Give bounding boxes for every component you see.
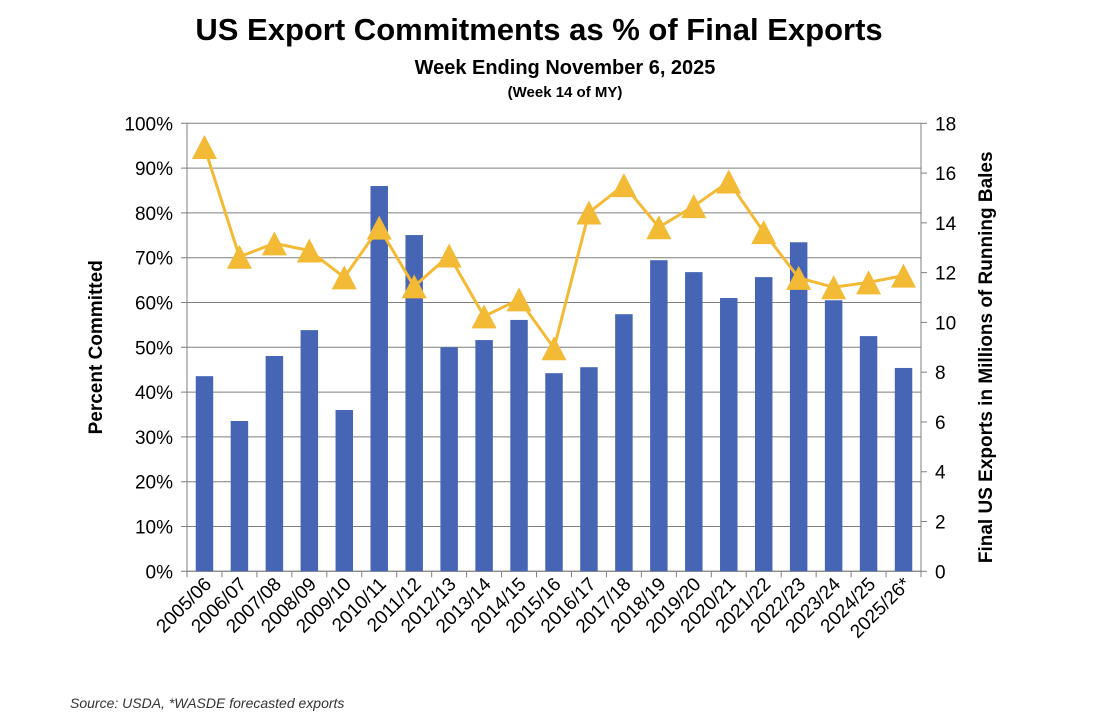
triangle-marker-2017/18 <box>611 173 637 198</box>
triangle-marker-2022/23 <box>786 265 812 290</box>
triangle-marker-2009/10 <box>331 265 357 290</box>
y-tick-label: 50% <box>135 338 173 359</box>
chart-title: US Export Commitments as % of Final Expo… <box>195 12 883 47</box>
bar-2012/13 <box>440 347 458 572</box>
bar-2018/19 <box>650 260 668 572</box>
y2-tick-label: 4 <box>935 463 946 484</box>
bar-2020/21 <box>720 298 738 572</box>
triangle-marker-2010/11 <box>366 215 392 240</box>
y-tick-label: 30% <box>135 428 173 449</box>
bar-2011/12 <box>405 235 423 572</box>
y-tick-label: 20% <box>135 473 173 494</box>
triangle-marker-2008/09 <box>296 238 322 263</box>
source-note: Source: USDA, *WASDE forecasted exports <box>70 695 345 711</box>
triangle-marker-2018/19 <box>646 215 672 240</box>
y2-tick-label: 12 <box>935 264 956 285</box>
triangle-marker-2005/06 <box>191 135 217 160</box>
bar-2009/10 <box>335 410 354 572</box>
y-tick-label: 40% <box>135 383 173 404</box>
y-tick-label: 80% <box>135 204 173 225</box>
y-tick-label: 60% <box>135 294 173 315</box>
bar-2007/08 <box>265 356 284 572</box>
triangle-marker-2021/22 <box>751 220 777 245</box>
triangle-marker-2020/21 <box>716 169 742 194</box>
y2-tick-label: 10 <box>935 313 956 334</box>
triangle-marker-2007/08 <box>261 231 287 256</box>
y2-tick-label: 16 <box>935 164 956 185</box>
bar-2005/06 <box>195 376 214 572</box>
y-tick-label: 90% <box>135 159 173 180</box>
y-tick-label: 10% <box>135 518 173 539</box>
triangle-marker-2012/13 <box>436 243 462 268</box>
bar-2014/15 <box>510 319 528 572</box>
bar-2016/17 <box>580 367 598 572</box>
y2-tick-label: 0 <box>935 562 946 583</box>
y-tick-label: 100% <box>124 114 173 135</box>
y2-tick-label: 6 <box>935 413 946 434</box>
triangle-marker-2006/07 <box>226 244 252 269</box>
bar-2010/11 <box>370 186 388 572</box>
y-axis-title: Percent Committed <box>86 260 107 434</box>
y2-tick-label: 8 <box>935 363 946 384</box>
triangle-marker-2011/12 <box>401 274 427 299</box>
triangle-marker-2014/15 <box>506 287 532 312</box>
triangle-marker-2016/17 <box>576 200 602 225</box>
triangle-marker-2013/14 <box>471 304 497 329</box>
bar-2017/18 <box>615 314 633 572</box>
triangle-marker-2024/25 <box>856 270 882 295</box>
y2-tick-label: 18 <box>935 114 956 135</box>
triangle-marker-2019/20 <box>681 194 707 219</box>
bar-2022/23 <box>789 242 808 572</box>
bar-2015/16 <box>545 373 563 572</box>
triangle-marker-2025/26* <box>891 263 917 288</box>
y-tick-label: 0% <box>146 562 174 583</box>
bar-2024/25 <box>859 336 878 572</box>
bar-2008/09 <box>300 330 319 572</box>
bar-2023/24 <box>824 300 843 572</box>
bar-2019/20 <box>685 272 703 572</box>
triangle-marker-2023/24 <box>821 275 847 300</box>
bar-2021/22 <box>754 277 773 572</box>
triangle-marker-2015/16 <box>541 336 567 361</box>
bar-2006/07 <box>230 420 249 572</box>
y2-axis-title: Final US Exports in Millions of Running … <box>976 151 997 563</box>
y-tick-label: 70% <box>135 249 173 270</box>
chart-subtitle: Week Ending November 6, 2025 <box>414 57 716 79</box>
bar-2025/26* <box>894 367 913 572</box>
y2-tick-label: 2 <box>935 513 946 534</box>
chart-subtitle-week: (Week 14 of MY) <box>507 84 623 101</box>
bar-2013/14 <box>475 340 493 572</box>
y2-tick-label: 14 <box>935 214 957 235</box>
